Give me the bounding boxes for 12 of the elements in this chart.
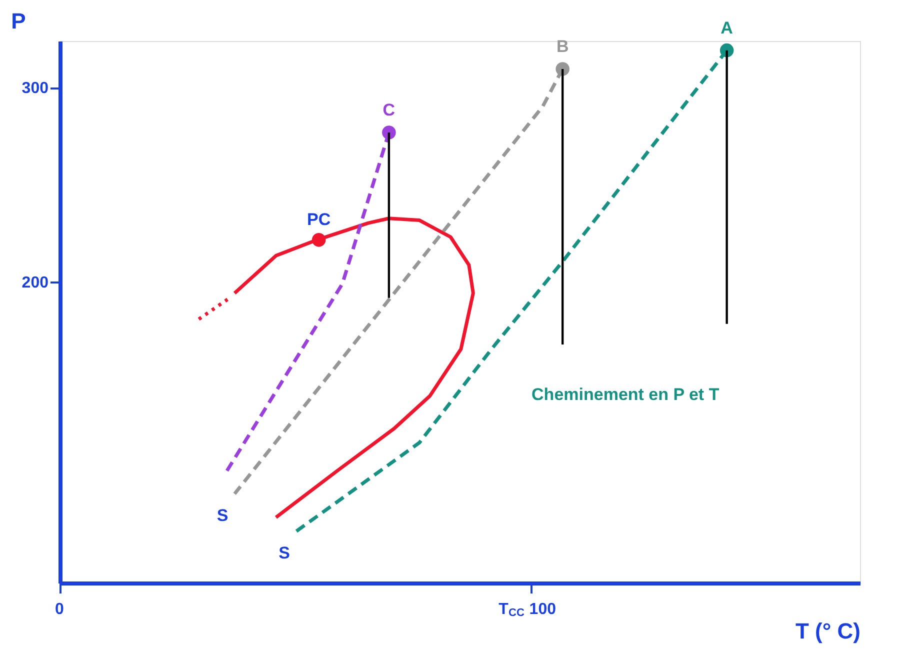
annotation: S	[278, 543, 290, 562]
annotation: S	[216, 506, 228, 525]
series-label: B	[556, 36, 569, 56]
series-label: C	[382, 100, 396, 120]
y-axis-title: P	[11, 8, 26, 34]
series-label: A	[720, 18, 733, 38]
x-tick-label: 0	[55, 601, 64, 618]
y-tick-label: 300	[22, 80, 49, 98]
x-axis-title: T (° C)	[795, 618, 860, 644]
y-tick-label: 200	[22, 274, 49, 292]
annotation: PC	[307, 210, 331, 229]
text: Cheminement en P et T	[532, 385, 720, 404]
